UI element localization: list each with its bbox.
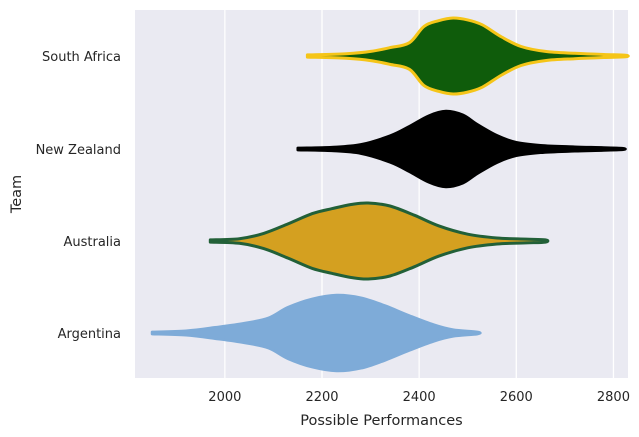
- y-tick-label: Argentina: [58, 327, 121, 342]
- y-tick-label: South Africa: [42, 50, 121, 65]
- y-tick-labels: South Africa New Zealand Australia Argentin…: [36, 50, 121, 342]
- x-tick-label: 2800: [597, 390, 630, 405]
- y-tick-label: New Zealand: [36, 143, 121, 158]
- y-tick-label: Australia: [63, 235, 121, 250]
- x-tick-label: 2400: [403, 390, 436, 405]
- violins: [150, 16, 630, 373]
- violin-south-africa: [305, 16, 630, 96]
- x-tick-label: 2600: [500, 390, 533, 405]
- x-axis-label: Possible Performances: [300, 413, 462, 429]
- violin-argentina: [150, 293, 482, 373]
- x-tick-label: 2000: [208, 390, 241, 405]
- violin-new-zealand: [296, 109, 627, 189]
- x-tick-label: 2200: [305, 390, 338, 405]
- x-tick-labels: 2000 2200 2400 2600 2800: [208, 390, 630, 405]
- violin-australia: [208, 201, 550, 281]
- y-axis-label: Team: [9, 175, 25, 214]
